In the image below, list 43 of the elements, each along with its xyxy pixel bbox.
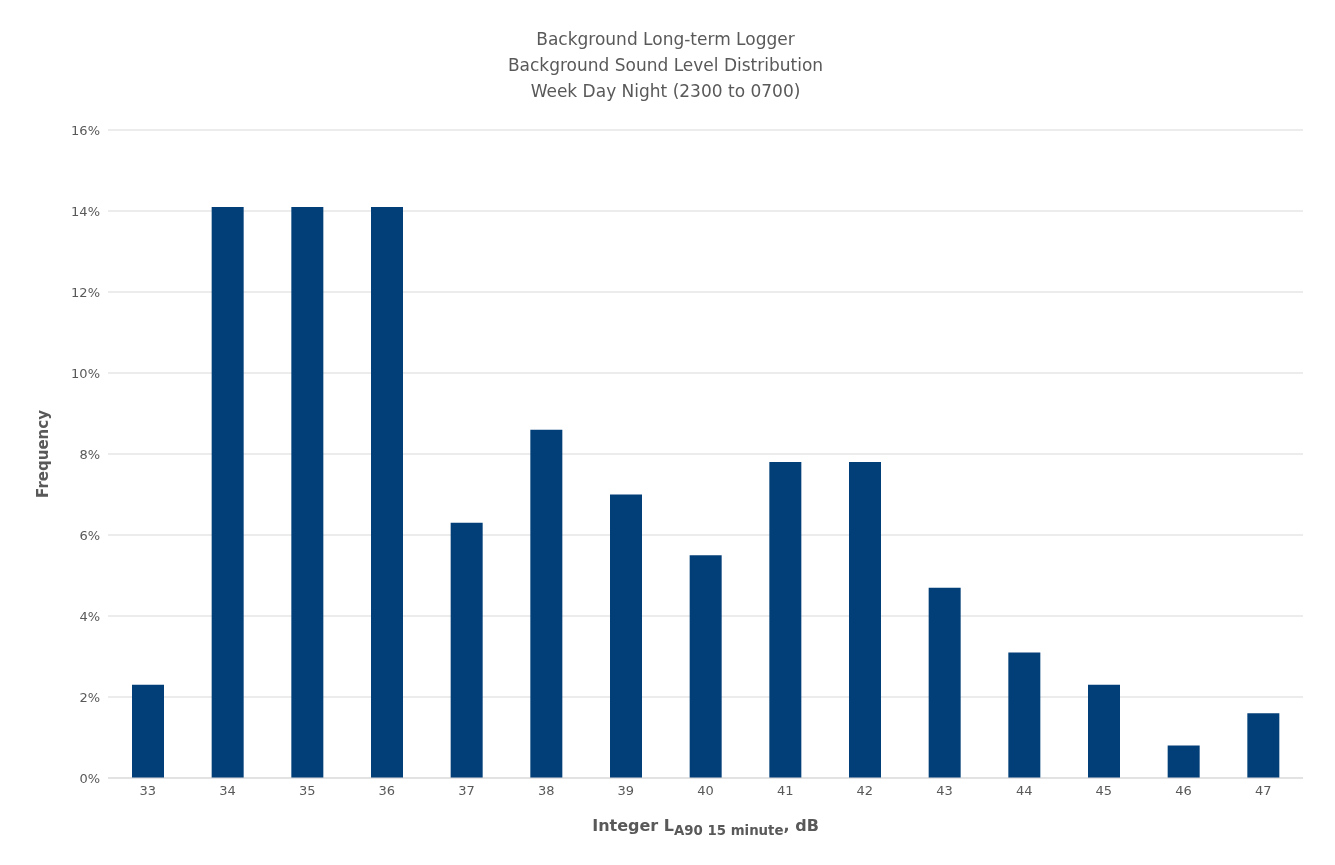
- x-tick-label: 42: [856, 783, 874, 799]
- x-tick-label: 36: [378, 783, 396, 799]
- bar: [1247, 713, 1280, 778]
- y-axis-title: Frequency: [34, 409, 53, 498]
- bar: [928, 587, 961, 778]
- bar: [371, 206, 403, 778]
- x-tick-label: 35: [298, 783, 316, 799]
- x-tick-label: 40: [697, 783, 714, 799]
- x-tick-label: 46: [1175, 783, 1192, 799]
- bar: [689, 555, 722, 778]
- x-tick-label: 45: [1095, 783, 1113, 799]
- x-tick-label: 39: [617, 783, 635, 799]
- bar: [291, 206, 324, 778]
- bar: [610, 494, 642, 778]
- y-tick-label: 14%: [71, 203, 100, 219]
- x-tick-label: 37: [458, 783, 475, 799]
- bar: [849, 462, 881, 778]
- y-tick-label: 4%: [79, 608, 100, 624]
- y-tick-label: 6%: [79, 527, 100, 543]
- bar: [450, 522, 483, 778]
- x-tick-label: 43: [936, 783, 953, 799]
- bar: [1008, 652, 1041, 778]
- y-tick-label: 10%: [71, 365, 100, 381]
- bar: [1088, 684, 1120, 778]
- chart-subtitle: Background Sound Level Distribution Week Day Night (2300 to 0700): [506, 54, 825, 103]
- bar: [132, 684, 164, 778]
- bar: [1167, 745, 1200, 778]
- y-tick-label: 12%: [71, 284, 100, 300]
- y-tick-label: 16%: [71, 122, 100, 138]
- x-tick-label: 44: [1015, 783, 1033, 799]
- bar: [211, 206, 244, 778]
- y-tick-label: 8%: [79, 446, 100, 462]
- x-tick-label: 33: [139, 783, 157, 799]
- x-tick-label: 47: [1254, 783, 1272, 799]
- x-axis-title: Integer L$_{A90 15 minute}$, dB: [591, 816, 820, 839]
- y-tick-label: 2%: [79, 689, 100, 705]
- x-tick-label: 38: [537, 783, 555, 799]
- chart-title: Background Long-term Logger: [535, 28, 796, 51]
- bar: [769, 462, 802, 778]
- y-tick-label: 0%: [79, 770, 100, 786]
- x-tick-label: 41: [776, 783, 794, 799]
- x-tick-label: 34: [219, 783, 236, 799]
- bar: [530, 429, 563, 778]
